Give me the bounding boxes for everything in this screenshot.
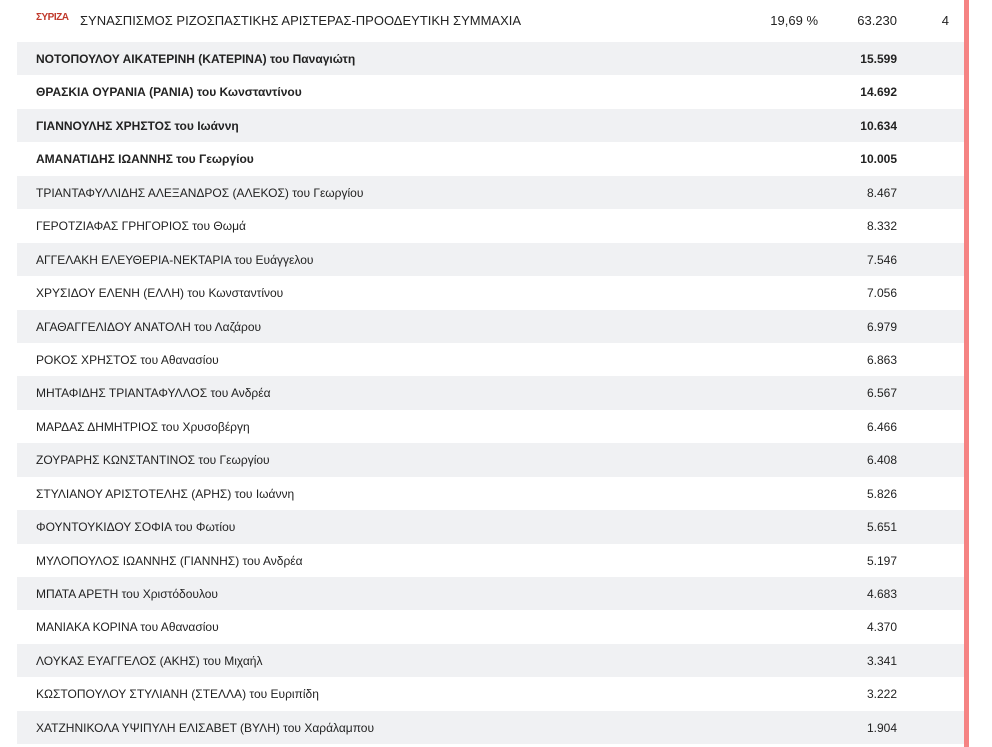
candidate-row: ΧΑΤΖΗΝΙΚΟΛΑ ΥΨΙΠΥΛΗ ΕΛΙΣΑΒΕΤ (ΒΥΛΗ) του … — [17, 710, 964, 745]
party-votes: 63.230 — [857, 13, 897, 28]
candidate-row: ΜΠΑΤΑ ΑΡΕΤΗ του Χριστόδουλου 4.683 — [17, 577, 964, 611]
candidate-votes: 4.683 — [866, 587, 897, 601]
candidate-votes: 8.467 — [866, 185, 897, 200]
candidate-row: ΚΩΣΤΟΠΟΥΛΟΥ ΣΤΥΛΙΑΝΗ (ΣΤΕΛΛΑ) του Ευριπί… — [17, 677, 964, 710]
candidate-name: ΜΑΡΔΑΣ ΔΗΜΗΤΡΙΟΣ του Χρυσοβέργη — [36, 419, 250, 434]
candidate-row: ΓΕΡΟΤΖΙΑΦΑΣ ΓΡΗΓΟΡΙΟΣ του Θωμά 8.332 — [17, 209, 964, 242]
party-seats: 4 — [941, 13, 949, 28]
party-row[interactable]: ΣΥΡΙΖΑ ΣΥΝΑΣΠΙΣΜΟΣ ΡΙΖΟΣΠΑΣΤΙΚΗΣ ΑΡΙΣΤΕΡ… — [0, 0, 964, 42]
candidate-votes: 5.651 — [866, 520, 897, 535]
candidate-votes: 3.222 — [866, 687, 897, 702]
candidate-row: ΘΡΑΣΚΙΑ ΟΥΡΑΝΙΑ (ΡΑΝΙΑ) του Κωνσταντίνου… — [17, 75, 964, 108]
candidate-votes: 4.370 — [866, 620, 897, 635]
candidate-votes: 7.056 — [866, 286, 897, 301]
candidate-votes: 7.546 — [866, 252, 897, 267]
candidate-votes: 8.332 — [866, 219, 897, 234]
candidate-votes: 3.341 — [866, 653, 897, 668]
candidate-name: ΓΙΑΝΝΟΥΛΗΣ ΧΡΗΣΤΟΣ του Ιωάννη — [36, 118, 239, 133]
candidate-row: ΡΟΚΟΣ ΧΡΗΣΤΟΣ του Αθανασίου 6.863 — [17, 343, 964, 376]
party-percent: 19,69 % — [770, 13, 818, 28]
candidate-votes: 6.567 — [866, 386, 897, 401]
candidate-name: ΜΗΤΑΦΙΔΗΣ ΤΡΙΑΝΤΑΦΥΛΛΟΣ του Ανδρέα — [36, 386, 271, 401]
candidate-name: ΦΟΥΝΤΟΥΚΙΔΟΥ ΣΟΦΙΑ του Φωτίου — [36, 520, 236, 535]
candidate-name: ΧΑΤΖΗΝΙΚΟΛΑ ΥΨΙΠΥΛΗ ΕΛΙΣΑΒΕΤ (ΒΥΛΗ) του … — [36, 720, 375, 735]
candidate-votes: 10.005 — [860, 152, 897, 167]
candidate-row: ΛΟΥΚΑΣ ΕΥΑΓΓΕΛΟΣ (ΑΚΗΣ) του Μιχαήλ 3.341 — [17, 643, 964, 678]
candidate-votes: 6.466 — [866, 419, 897, 434]
candidate-row: ΜΗΤΑΦΙΔΗΣ ΤΡΙΑΝΤΑΦΥΛΛΟΣ του Ανδρέα 6.567 — [17, 376, 964, 410]
candidate-name: ΜΠΑΤΑ ΑΡΕΤΗ του Χριστόδουλου — [36, 587, 218, 601]
candidate-name: ΘΡΑΣΚΙΑ ΟΥΡΑΝΙΑ (ΡΑΝΙΑ) του Κωνσταντίνου — [36, 85, 302, 100]
candidate-name: ΜΥΛΟΠΟΥΛΟΣ ΙΩΑΝΝΗΣ (ΓΙΑΝΝΗΣ) του Ανδρέα — [36, 553, 303, 568]
candidate-votes: 14.692 — [860, 85, 897, 100]
candidate-votes: 5.197 — [866, 553, 897, 568]
candidate-row: ΝΟΤΟΠΟΥΛΟΥ ΑΙΚΑΤΕΡΙΝΗ (ΚΑΤΕΡΙΝΑ) του Παν… — [17, 42, 964, 76]
candidate-row: ΑΓΑΘΑΓΓΕΛΙΔΟΥ ΑΝΑΤΟΛΗ του Λαζάρου 6.979 — [17, 309, 964, 343]
candidate-row: ΤΡΙΑΝΤΑΦΥΛΛΙΔΗΣ ΑΛΕΞΑΝΔΡΟΣ (ΑΛΕΚΟΣ) του … — [17, 175, 964, 210]
party-color-bar — [964, 0, 969, 747]
candidate-list: ΝΟΤΟΠΟΥΛΟΥ ΑΙΚΑΤΕΡΙΝΗ (ΚΑΤΕΡΙΝΑ) του Παν… — [17, 42, 964, 745]
candidate-row: ΓΙΑΝΝΟΥΛΗΣ ΧΡΗΣΤΟΣ του Ιωάννη 10.634 — [17, 108, 964, 143]
candidate-votes: 1.904 — [866, 720, 897, 735]
candidate-name: ΑΜΑΝΑΤΙΔΗΣ ΙΩΑΝΝΗΣ του Γεωργίου — [36, 152, 254, 167]
candidate-name: ΛΟΥΚΑΣ ΕΥΑΓΓΕΛΟΣ (ΑΚΗΣ) του Μιχαήλ — [36, 653, 263, 668]
candidate-votes: 5.826 — [866, 486, 897, 501]
candidate-name: ΣΤΥΛΙΑΝΟΥ ΑΡΙΣΤΟΤΕΛΗΣ (ΑΡΗΣ) του Ιωάννη — [36, 486, 295, 501]
candidate-name: ΑΓΑΘΑΓΓΕΛΙΔΟΥ ΑΝΑΤΟΛΗ του Λαζάρου — [36, 319, 262, 334]
candidate-row: ΜΥΛΟΠΟΥΛΟΣ ΙΩΑΝΝΗΣ (ΓΙΑΝΝΗΣ) του Ανδρέα 5… — [17, 544, 964, 577]
candidate-row: ΖΟΥΡΑΡΗΣ ΚΩΝΣΤΑΝΤΙΝΟΣ του Γεωργίου 6.408 — [17, 443, 964, 477]
candidate-votes: 15.599 — [860, 52, 897, 66]
candidate-name: ΚΩΣΤΟΠΟΥΛΟΥ ΣΤΥΛΙΑΝΗ (ΣΤΕΛΛΑ) του Ευριπί… — [36, 687, 319, 702]
candidate-row: ΦΟΥΝΤΟΥΚΙΔΟΥ ΣΟΦΙΑ του Φωτίου 5.651 — [17, 510, 964, 544]
candidate-name: ΧΡΥΣΙΔΟΥ ΕΛΕΝΗ (ΕΛΛΗ) του Κωνσταντίνου — [36, 286, 284, 301]
candidate-name: ΓΕΡΟΤΖΙΑΦΑΣ ΓΡΗΓΟΡΙΟΣ του Θωμά — [36, 219, 246, 234]
candidate-votes: 6.408 — [866, 453, 897, 468]
candidate-votes: 6.979 — [866, 319, 897, 334]
candidate-row: ΜΑΝΙΑΚΑ ΚΟΡΙΝΑ του Αθανασίου 4.370 — [17, 610, 964, 643]
candidate-name: ΖΟΥΡΑΡΗΣ ΚΩΝΣΤΑΝΤΙΝΟΣ του Γεωργίου — [36, 453, 270, 468]
candidate-row: ΑΓΓΕΛΑΚΗ ΕΛΕΥΘΕΡΙΑ-ΝΕΚΤΑΡΙΑ του Ευάγγελο… — [17, 242, 964, 277]
candidate-name: ΝΟΤΟΠΟΥΛΟΥ ΑΙΚΑΤΕΡΙΝΗ (ΚΑΤΕΡΙΝΑ) του Παν… — [36, 52, 356, 66]
party-logo: ΣΥΡΙΖΑ — [36, 12, 69, 23]
candidate-row: ΑΜΑΝΑΤΙΔΗΣ ΙΩΑΝΝΗΣ του Γεωργίου 10.005 — [17, 142, 964, 175]
candidate-votes: 6.863 — [866, 352, 897, 367]
candidate-row: ΜΑΡΔΑΣ ΔΗΜΗΤΡΙΟΣ του Χρυσοβέργη 6.466 — [17, 410, 964, 443]
candidate-name: ΤΡΙΑΝΤΑΦΥΛΛΙΔΗΣ ΑΛΕΞΑΝΔΡΟΣ (ΑΛΕΚΟΣ) του … — [36, 185, 364, 200]
party-name: ΣΥΝΑΣΠΙΣΜΟΣ ΡΙΖΟΣΠΑΣΤΙΚΗΣ ΑΡΙΣΤΕΡΑΣ-ΠΡΟΟ… — [80, 13, 522, 28]
candidate-name: ΜΑΝΙΑΚΑ ΚΟΡΙΝΑ του Αθανασίου — [36, 620, 219, 635]
candidate-row: ΣΤΥΛΙΑΝΟΥ ΑΡΙΣΤΟΤΕΛΗΣ (ΑΡΗΣ) του Ιωάννη 5… — [17, 477, 964, 510]
candidate-row: ΧΡΥΣΙΔΟΥ ΕΛΕΝΗ (ΕΛΛΗ) του Κωνσταντίνου 7.… — [17, 276, 964, 309]
candidate-name: ΡΟΚΟΣ ΧΡΗΣΤΟΣ του Αθανασίου — [36, 352, 219, 367]
candidate-name: ΑΓΓΕΛΑΚΗ ΕΛΕΥΘΕΡΙΑ-ΝΕΚΤΑΡΙΑ του Ευάγγελο… — [36, 252, 314, 267]
candidate-votes: 10.634 — [860, 118, 897, 133]
